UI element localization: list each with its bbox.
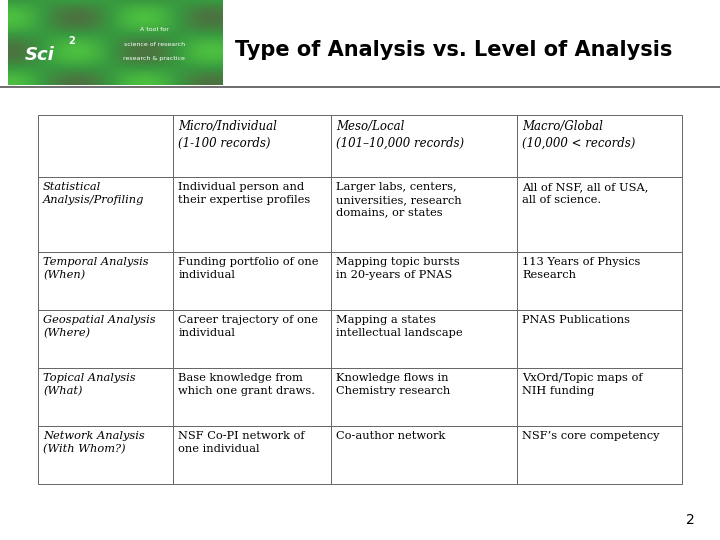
Text: Geospatial Analysis
(Where): Geospatial Analysis (Where): [43, 315, 156, 338]
Text: All of NSF, all of USA,
all of science.: All of NSF, all of USA, all of science.: [522, 182, 649, 205]
Text: Funding portfolio of one
individual: Funding portfolio of one individual: [179, 257, 319, 280]
Text: Base knowledge from
which one grant draws.: Base knowledge from which one grant draw…: [179, 373, 315, 396]
Text: Mapping topic bursts
in 20-years of PNAS: Mapping topic bursts in 20-years of PNAS: [336, 257, 459, 280]
Text: 2: 2: [686, 512, 695, 526]
Text: Topical Analysis
(What): Topical Analysis (What): [43, 373, 135, 396]
Text: Micro/Individual
(1-100 records): Micro/Individual (1-100 records): [179, 120, 277, 150]
Text: Career trajectory of one
individual: Career trajectory of one individual: [179, 315, 318, 338]
Text: Network Analysis
(With Whom?): Network Analysis (With Whom?): [43, 431, 145, 454]
Text: 113 Years of Physics
Research: 113 Years of Physics Research: [522, 257, 641, 280]
Text: NSF’s core competency: NSF’s core competency: [522, 431, 660, 441]
Text: PNAS Publications: PNAS Publications: [522, 315, 630, 325]
Text: Knowledge flows in
Chemistry research: Knowledge flows in Chemistry research: [336, 373, 450, 396]
Text: Temporal Analysis
(When): Temporal Analysis (When): [43, 257, 148, 280]
Text: 2: 2: [68, 36, 75, 46]
Text: VxOrd/Topic maps of
NIH funding: VxOrd/Topic maps of NIH funding: [522, 373, 643, 396]
Text: Mapping a states
intellectual landscape: Mapping a states intellectual landscape: [336, 315, 462, 338]
Text: A tool for: A tool for: [140, 27, 168, 32]
Text: science of research: science of research: [124, 42, 185, 46]
Text: Statistical
Analysis/Profiling: Statistical Analysis/Profiling: [43, 182, 145, 205]
Text: Type of Analysis vs. Level of Analysis: Type of Analysis vs. Level of Analysis: [235, 40, 672, 60]
Text: research & practice: research & practice: [123, 56, 185, 61]
Text: Co-author network: Co-author network: [336, 431, 445, 441]
Text: Sci: Sci: [25, 46, 55, 64]
Text: Macro/Global
(10,000 < records): Macro/Global (10,000 < records): [522, 120, 636, 150]
Text: NSF Co-PI network of
one individual: NSF Co-PI network of one individual: [179, 431, 305, 454]
Text: Larger labs, centers,
universities, research
domains, or states: Larger labs, centers, universities, rese…: [336, 182, 462, 218]
Text: Meso/Local
(101–10,000 records): Meso/Local (101–10,000 records): [336, 120, 464, 150]
Text: Individual person and
their expertise profiles: Individual person and their expertise pr…: [179, 182, 310, 205]
